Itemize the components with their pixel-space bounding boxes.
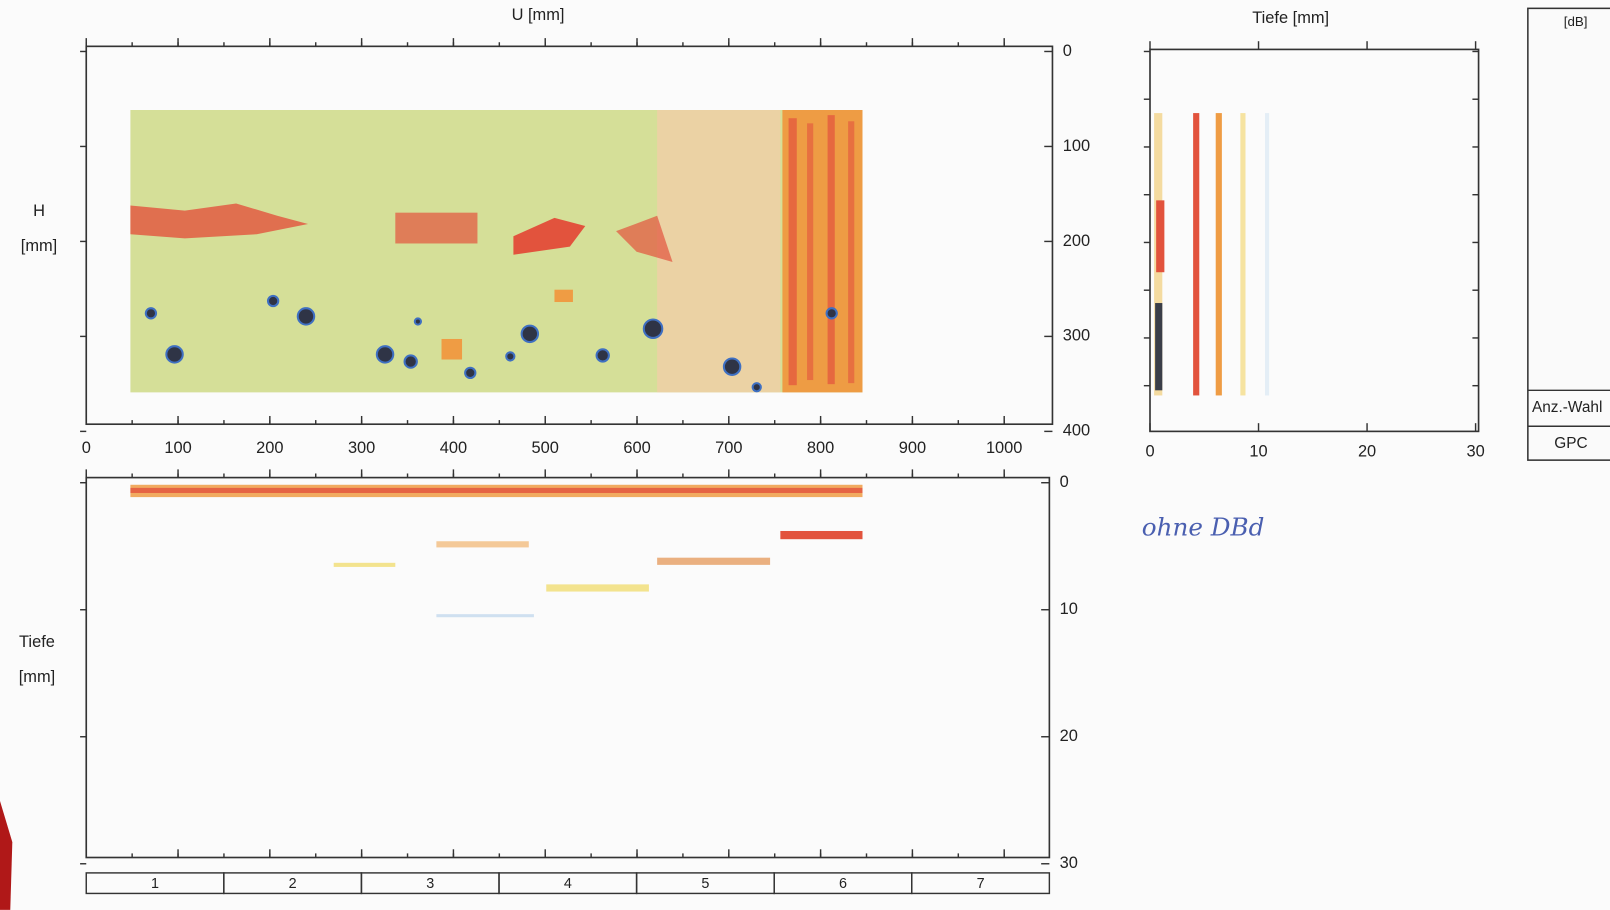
side-plot: Tiefe [mm] (1149, 9, 1480, 433)
segment-label: 1 (151, 876, 159, 892)
depth-segment (780, 530, 863, 540)
side-stripe (1156, 200, 1165, 273)
x-tick-label: 1000 (986, 439, 1023, 457)
y-tick-label: 0 (1063, 42, 1072, 60)
x-axis-label: U [mm] (512, 6, 565, 24)
segment-label: 3 (426, 876, 434, 892)
x-tick-label: 10 (1249, 442, 1267, 460)
bottom-plot: Tiefe [mm] (19, 476, 1051, 859)
plot-frame (1149, 48, 1480, 433)
y-axis-label: H (33, 202, 45, 220)
corner-mark (0, 801, 13, 910)
segment-label: 2 (289, 876, 297, 892)
top-plot: U [mm] H [mm] (21, 6, 1054, 426)
y-axis-label: Tiefe (19, 633, 55, 651)
legend-button[interactable]: Anz.-Wahl (1532, 399, 1602, 416)
y-axis-unit: [mm] (21, 237, 57, 255)
x-tick-label: 400 (440, 439, 467, 457)
x-tick-label: 600 (623, 439, 650, 457)
x-tick-label: 20 (1358, 442, 1376, 460)
legend: [dB] Anz.-Wahl GPC (1527, 7, 1610, 461)
depth-strip-red (130, 487, 863, 493)
x-tick-label: 900 (899, 439, 926, 457)
scan-speckle (130, 115, 855, 386)
x-tick-label: 0 (82, 439, 91, 457)
x-tick-label: 30 (1466, 442, 1484, 460)
side-stripe (1265, 113, 1270, 396)
side-stripe (1155, 303, 1163, 391)
segment-label: 7 (977, 876, 985, 892)
plot-frame (85, 45, 1054, 426)
depth-segment (657, 557, 771, 565)
y-tick-label: 200 (1063, 232, 1090, 250)
x-tick-label: 100 (164, 439, 191, 457)
depth-segment (333, 562, 396, 567)
x-tick-label: 200 (256, 439, 283, 457)
y-axis-unit: [mm] (19, 668, 55, 686)
y-tick-label: 100 (1063, 137, 1090, 155)
segment-box (911, 872, 1051, 895)
depth-segment (436, 614, 534, 618)
depth-segment (546, 584, 649, 592)
segment-label: 5 (701, 876, 709, 892)
side-stripe (1215, 113, 1222, 396)
y-tick-label: 0 (1060, 473, 1069, 491)
y-tick-label: 300 (1063, 327, 1090, 345)
x-tick-label: 800 (807, 439, 834, 457)
legend-box (1527, 7, 1610, 461)
legend-button[interactable]: GPC (1554, 435, 1587, 452)
side-stripe (1193, 113, 1200, 396)
scan-defects (144, 294, 838, 393)
x-tick-label: 500 (532, 439, 559, 457)
side-stripe (1240, 113, 1246, 396)
segment-label: 4 (564, 876, 572, 892)
x-tick-label: 0 (1145, 442, 1154, 460)
y-tick-label: 20 (1060, 727, 1078, 745)
x-tick-label: 300 (348, 439, 375, 457)
legend-unit: [dB] (1564, 14, 1588, 29)
y-tick-label: 10 (1060, 600, 1078, 618)
x-tick-label: 700 (715, 439, 742, 457)
x-axis-label: Tiefe [mm] (1252, 9, 1329, 27)
depth-segment (436, 541, 529, 548)
y-tick-label: 30 (1060, 854, 1078, 872)
handwritten-note: ohne DBd (1142, 512, 1265, 541)
y-tick-label: 400 (1063, 422, 1090, 440)
scan-area-peach (657, 110, 781, 393)
plot-frame (85, 476, 1051, 859)
segment-label: 6 (839, 876, 847, 892)
